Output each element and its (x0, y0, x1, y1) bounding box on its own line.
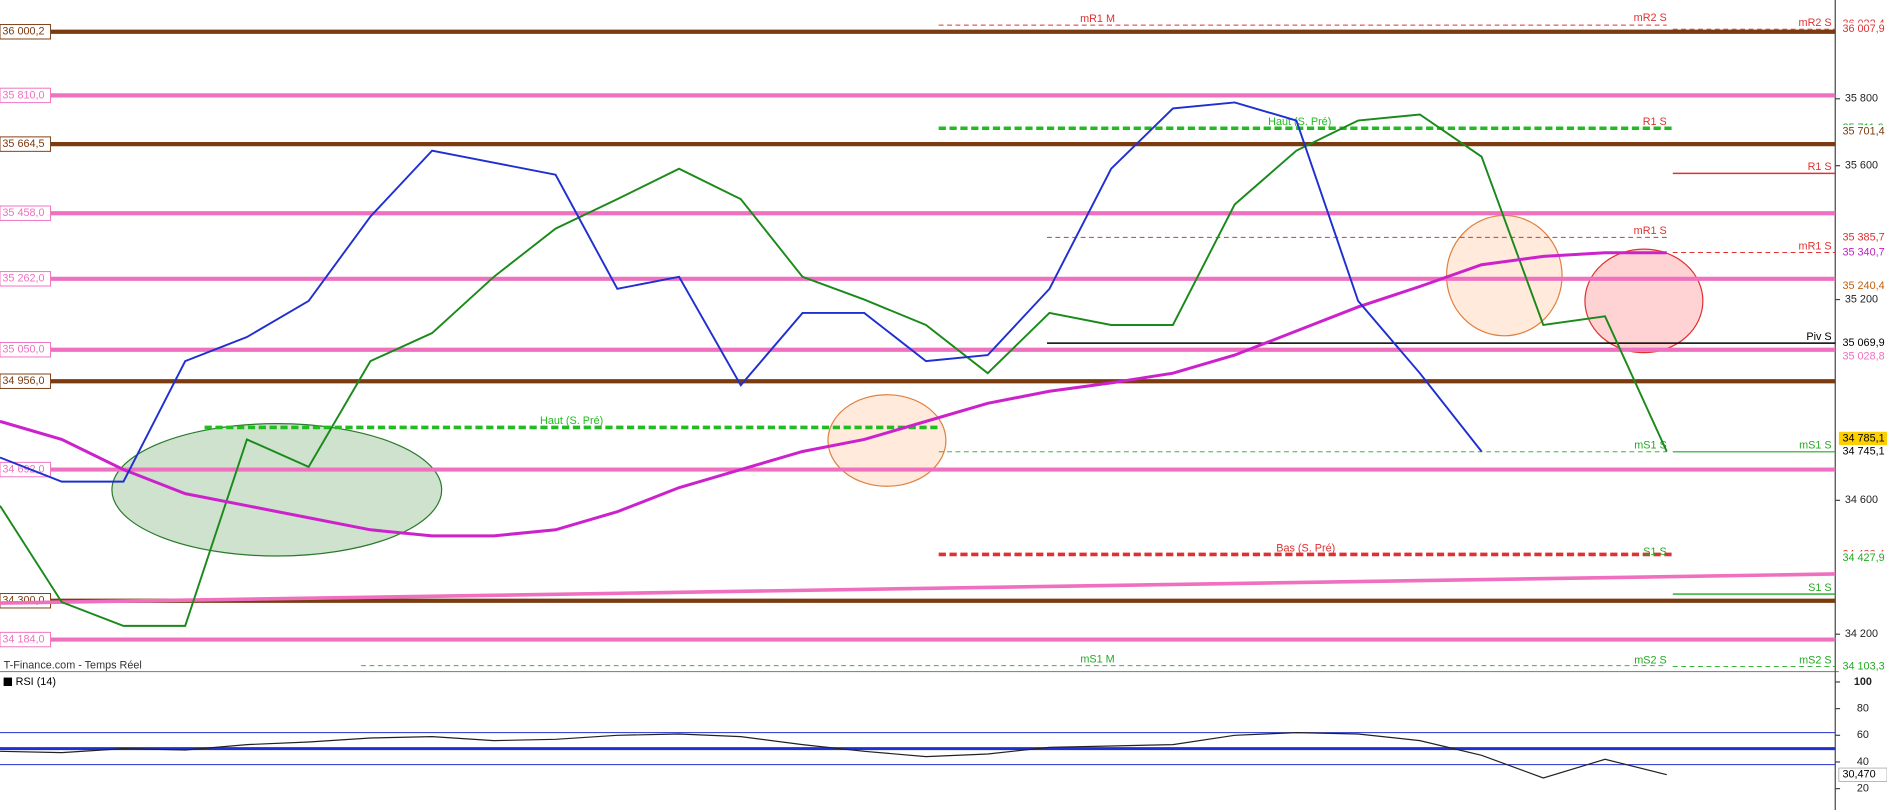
price-label: 35 340,7 (1842, 246, 1884, 258)
price-label-box (1838, 445, 1887, 459)
pivot-label: mS1 M (1080, 654, 1114, 666)
level-label-box (0, 271, 52, 287)
highlight-ellipse (111, 423, 443, 557)
pivot-label: R1 S (1643, 116, 1667, 128)
pivot-label: Piv S (1806, 331, 1831, 343)
level-label-box (0, 205, 52, 221)
level-label: 34 956,0 (2, 375, 44, 387)
y-tick-label: 34 200 (1845, 628, 1878, 640)
trendline (0, 572, 1836, 605)
price-label: 34 785,1 (1842, 432, 1884, 444)
highlight-ellipse (827, 394, 947, 487)
price-label-box (1838, 230, 1887, 245)
price-label-box (1838, 431, 1887, 446)
y-tick-label: 35 800 (1845, 93, 1878, 105)
level-label: 35 262,0 (2, 273, 44, 285)
pivot-label: Haut (S. Pré) (540, 415, 603, 427)
source-label: T-Finance.com - Temps Réel (4, 659, 142, 671)
pivot-label: R1 S (1808, 161, 1832, 173)
level-label: 34 184,0 (2, 633, 44, 645)
level-label: 34 692,0 (2, 463, 44, 475)
price-label: 35 069,9 (1842, 337, 1884, 349)
pivot-label: mS2 S (1799, 654, 1832, 666)
pivot-label: mR1 M (1080, 13, 1115, 25)
level-label: 35 458,0 (2, 207, 44, 219)
series-line (0, 101, 1483, 483)
pivot-label: mR2 S (1634, 12, 1667, 24)
y-tick-label: 20 (1857, 782, 1869, 794)
panel-title: RSI (14) (16, 676, 56, 688)
pivot-label: S1 S (1643, 546, 1666, 558)
highlight-ellipse (1584, 248, 1704, 354)
price-label-box (1838, 279, 1887, 293)
rsi-line (0, 732, 1667, 779)
series-line (0, 251, 1667, 538)
price-label: 34 103,3 (1842, 660, 1884, 672)
price-label: 35 240,4 (1842, 280, 1884, 292)
legend-swatch (3, 677, 13, 687)
price-label: 35 028,8 (1842, 351, 1884, 363)
price-label-box (1838, 336, 1887, 350)
pivot-label: mR1 S (1634, 225, 1667, 237)
y-tick-label: 34 600 (1845, 494, 1878, 506)
price-label-box (1838, 125, 1887, 139)
level-label: 35 664,5 (2, 138, 44, 150)
pivot-label: mS1 S (1634, 440, 1667, 452)
price-label: 34 745,1 (1842, 446, 1884, 458)
pivot-label: S1 S (1808, 582, 1831, 594)
pivot-label: mR2 S (1799, 17, 1832, 29)
level-label-box (0, 342, 52, 358)
price-label-box (1838, 350, 1887, 364)
level-label-box (0, 631, 52, 648)
price-label: 35 701,4 (1842, 126, 1884, 138)
rsi-last-label: 30,470 (1842, 769, 1875, 781)
y-tick-label: 100 (1854, 676, 1872, 688)
pivot-label: Haut (S. Pré) (1268, 116, 1331, 128)
level-label: 35 050,0 (2, 344, 44, 356)
y-tick-label: 60 (1857, 729, 1869, 741)
y-tick-label: 35 200 (1845, 293, 1878, 305)
price-label-box (1838, 22, 1887, 36)
level-label-box (0, 87, 52, 104)
pivot-label: Bas (S. Pré) (1276, 542, 1335, 554)
y-tick-label: 80 (1857, 702, 1869, 714)
pivot-label: mS2 S (1634, 654, 1667, 666)
y-tick-label: 40 (1857, 756, 1869, 768)
price-label-box (1838, 659, 1887, 674)
price-label-box (1838, 551, 1887, 565)
pivot-label: mS1 S (1799, 440, 1832, 452)
price-label: 34 427,9 (1842, 552, 1884, 564)
level-label: 34 300,0 (2, 595, 44, 607)
price-label: 35 385,7 (1842, 231, 1884, 243)
rsi-last-box (1838, 767, 1887, 782)
y-tick-label: 35 600 (1845, 160, 1878, 172)
price-label: 36 007,9 (1842, 23, 1884, 35)
level-label: 35 810,0 (2, 89, 44, 101)
pivot-label: mR1 S (1799, 240, 1832, 252)
level-label-box (0, 24, 52, 40)
series-line (0, 113, 1668, 627)
level-label: 36 000,2 (2, 26, 44, 38)
level-label-box (0, 373, 52, 389)
level-label-box (0, 136, 52, 152)
highlight-ellipse (1445, 214, 1563, 337)
price-label-box (1838, 245, 1887, 260)
